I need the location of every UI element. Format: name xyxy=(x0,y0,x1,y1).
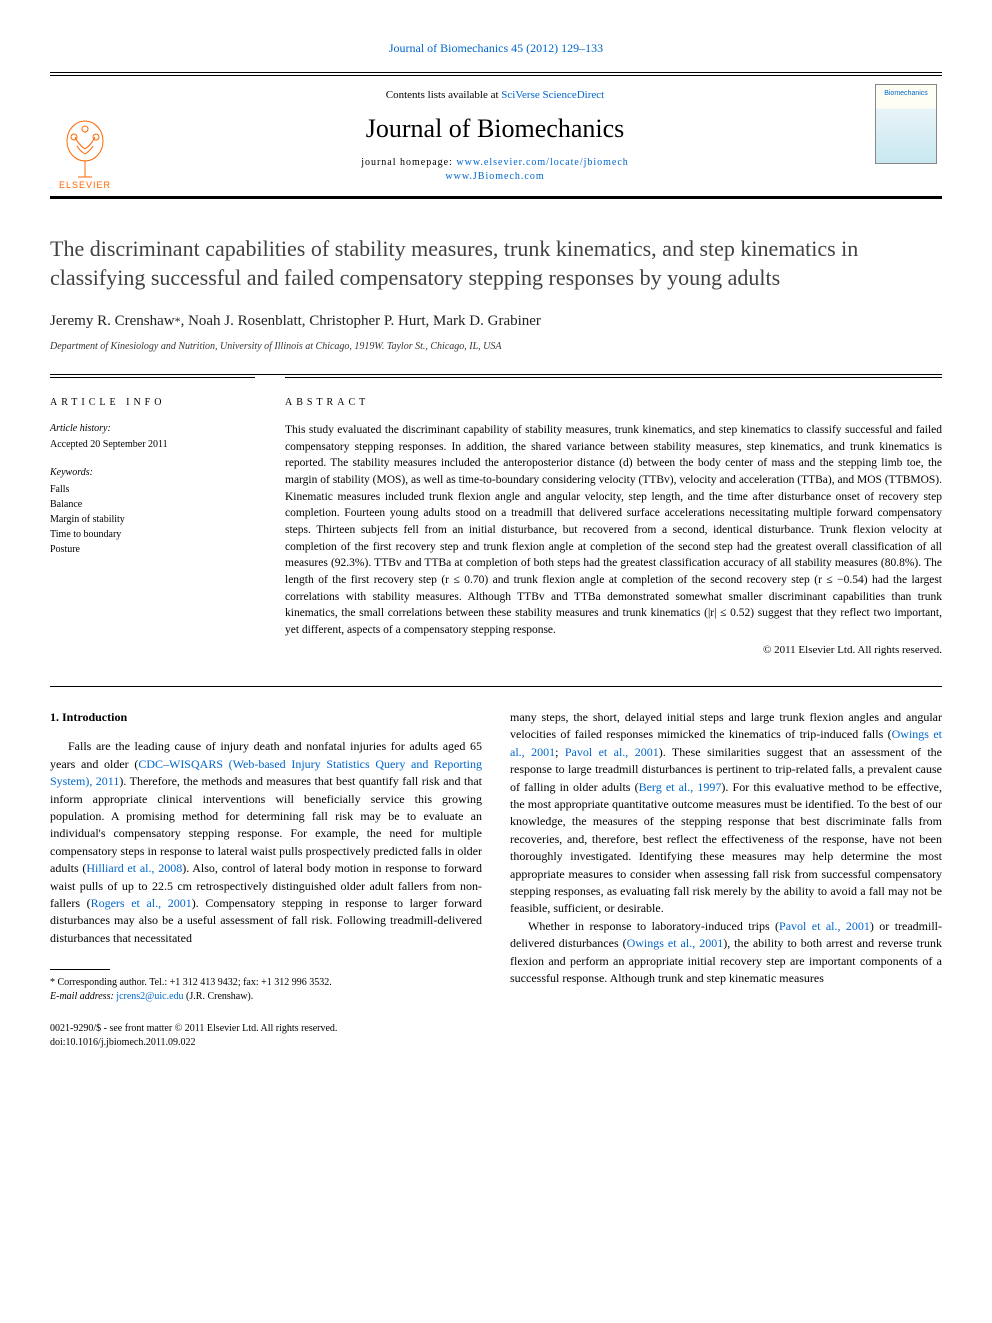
corr-fax-label: ; fax: xyxy=(238,977,261,988)
homepage-link-2[interactable]: www.JBiomech.com xyxy=(445,171,544,182)
journal-header: ELSEVIER Contents lists available at Sci… xyxy=(50,75,942,199)
body-col-left: 1. Introduction Falls are the leading ca… xyxy=(50,709,482,1049)
journal-name: Journal of Biomechanics xyxy=(130,111,860,147)
body-columns: 1. Introduction Falls are the leading ca… xyxy=(50,709,942,1049)
keyword-item: Falls xyxy=(50,482,255,497)
abstract-body: This study evaluated the discriminant ca… xyxy=(285,424,942,636)
article-info-col: ARTICLE INFO Article history: Accepted 2… xyxy=(50,377,255,658)
authors-line: Jeremy R. Crenshaw*, Noah J. Rosenblatt,… xyxy=(50,311,942,332)
email-label: E-mail address: xyxy=(50,991,114,1002)
affiliation: Department of Kinesiology and Nutrition,… xyxy=(50,340,942,354)
keyword-item: Posture xyxy=(50,542,255,557)
corr-tel: +1 312 413 9432 xyxy=(170,977,238,988)
contents-prefix: Contents lists available at xyxy=(386,89,501,101)
publisher-name: ELSEVIER xyxy=(59,179,111,192)
ref-link-pavol[interactable]: Pavol et al., 2001 xyxy=(565,745,659,759)
contents-line: Contents lists available at SciVerse Sci… xyxy=(130,88,860,103)
header-center: Contents lists available at SciVerse Sci… xyxy=(120,76,870,196)
email-name: (J.R. Crenshaw). xyxy=(184,991,254,1002)
ref-link-rogers[interactable]: Rogers et al., 2001 xyxy=(91,896,192,910)
elsevier-tree-icon xyxy=(60,119,110,179)
corresponding-footnote: * Corresponding author. Tel.: +1 312 413… xyxy=(50,976,482,1004)
top-cite: 45 (2012) 129–133 xyxy=(511,41,603,55)
ref-link-pavol-2[interactable]: Pavol et al., 2001 xyxy=(779,919,870,933)
article-info-head: ARTICLE INFO xyxy=(50,396,255,410)
body-rule xyxy=(50,686,942,687)
keyword-item: Margin of stability xyxy=(50,512,255,527)
email-link[interactable]: jcrens2@uic.edu xyxy=(116,991,183,1002)
intro-para-1: Falls are the leading cause of injury de… xyxy=(50,738,482,947)
homepage-prefix: journal homepage: xyxy=(361,157,456,168)
abstract-text: This study evaluated the discriminant ca… xyxy=(285,422,942,639)
text-run: ; xyxy=(555,745,565,759)
text-run: many steps, the short, delayed initial s… xyxy=(510,710,942,741)
journal-cover-thumb: Biomechanics xyxy=(875,84,937,164)
intro-para-2: Whether in response to laboratory-induce… xyxy=(510,918,942,988)
sciencedirect-link[interactable]: SciVerse ScienceDirect xyxy=(501,89,604,101)
text-run: Whether in response to laboratory-induce… xyxy=(528,919,779,933)
publisher-logo-block[interactable]: ELSEVIER xyxy=(50,76,120,196)
body-col-right: many steps, the short, delayed initial s… xyxy=(510,709,942,1049)
keyword-item: Time to boundary xyxy=(50,527,255,542)
top-journal: Journal of Biomechanics xyxy=(389,41,508,55)
author-1[interactable]: Jeremy R. Crenshaw xyxy=(50,313,175,329)
doi-line: doi:10.1016/j.jbiomech.2011.09.022 xyxy=(50,1036,482,1050)
title-block: The discriminant capabilities of stabili… xyxy=(50,234,942,293)
footnote-rule xyxy=(50,969,110,970)
text-run: ). For this evaluative method to be effe… xyxy=(510,780,942,916)
abstract-copyright: © 2011 Elsevier Ltd. All rights reserved… xyxy=(285,643,942,658)
journal-cover-block[interactable]: Biomechanics xyxy=(870,76,942,196)
history-title: Article history: xyxy=(50,422,255,436)
issn-line: 0021-9290/$ - see front matter © 2011 El… xyxy=(50,1022,482,1036)
keyword-item: Balance xyxy=(50,497,255,512)
article-title: The discriminant capabilities of stabili… xyxy=(50,234,942,293)
info-abstract-row: ARTICLE INFO Article history: Accepted 2… xyxy=(50,374,942,658)
keywords-title: Keywords: xyxy=(50,466,255,480)
bottom-info: 0021-9290/$ - see front matter © 2011 El… xyxy=(50,1022,482,1049)
intro-para-1-cont: many steps, the short, delayed initial s… xyxy=(510,709,942,918)
header-rule xyxy=(50,72,942,73)
abstract-col: ABSTRACT This study evaluated the discri… xyxy=(285,377,942,658)
ref-link-berg[interactable]: Berg et al., 1997 xyxy=(639,780,722,794)
ref-link-hilliard[interactable]: Hilliard et al., 2008 xyxy=(86,861,182,875)
cover-label: Biomechanics xyxy=(876,89,936,99)
homepage-link-1[interactable]: www.elsevier.com/locate/jbiomech xyxy=(456,157,628,168)
top-citation-link[interactable]: Journal of Biomechanics 45 (2012) 129–13… xyxy=(50,40,942,57)
corr-fax: +1 312 996 3532 xyxy=(261,977,329,988)
abstract-head: ABSTRACT xyxy=(285,396,942,410)
keywords-list: Falls Balance Margin of stability Time t… xyxy=(50,482,255,557)
corr-label: * Corresponding author. Tel.: xyxy=(50,977,170,988)
ref-link-owings-2[interactable]: Owings et al., 2001 xyxy=(627,936,724,950)
authors-rest: , Noah J. Rosenblatt, Christopher P. Hur… xyxy=(181,313,541,329)
section-1-heading: 1. Introduction xyxy=(50,709,482,726)
history-text: Accepted 20 September 2011 xyxy=(50,438,255,452)
homepage-line: journal homepage: www.elsevier.com/locat… xyxy=(130,156,860,184)
